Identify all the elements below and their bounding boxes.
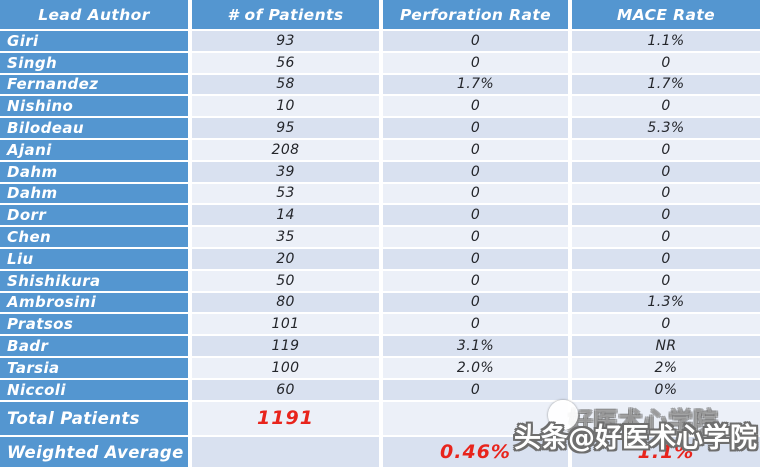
value-cell: 100 bbox=[192, 357, 379, 378]
value-cell: 2.0% bbox=[383, 357, 568, 378]
value-cell: 0 bbox=[383, 270, 568, 291]
value-cell: 60 bbox=[192, 379, 379, 400]
value-cell: 50 bbox=[192, 270, 379, 291]
value-cell: 0 bbox=[383, 139, 568, 160]
value-cell: 0 bbox=[383, 31, 568, 51]
author-cell: Giri bbox=[0, 31, 188, 51]
author-cell: Chen bbox=[0, 227, 188, 247]
column-header: # of Patients bbox=[192, 0, 379, 29]
value-cell: 1.7% bbox=[383, 74, 568, 95]
author-cell: Badr bbox=[0, 336, 188, 356]
value-cell: 0 bbox=[572, 161, 760, 182]
value-cell: 95 bbox=[192, 118, 379, 138]
value-cell: 35 bbox=[192, 227, 379, 247]
author-cell: Niccoli bbox=[0, 379, 188, 400]
value-cell: 0 bbox=[572, 248, 760, 269]
value-cell: 39 bbox=[192, 161, 379, 182]
value-cell: 80 bbox=[192, 292, 379, 313]
column-header: Perforation Rate bbox=[383, 0, 568, 29]
summary-value-cell bbox=[572, 401, 760, 435]
value-cell: 0 bbox=[383, 161, 568, 182]
summary-value-cell: 1191 bbox=[192, 401, 379, 435]
value-cell: 0 bbox=[572, 52, 760, 73]
value-cell: 101 bbox=[192, 314, 379, 335]
column-header: Lead Author bbox=[0, 0, 188, 29]
value-cell: 0 bbox=[383, 183, 568, 204]
value-cell: 0 bbox=[383, 205, 568, 226]
value-cell: 1.1% bbox=[572, 31, 760, 51]
value-cell: 0 bbox=[383, 96, 568, 117]
value-cell: 1.7% bbox=[572, 74, 760, 95]
summary-value-cell bbox=[192, 436, 379, 467]
value-cell: 14 bbox=[192, 205, 379, 226]
value-cell: 208 bbox=[192, 139, 379, 160]
value-cell: 0 bbox=[572, 205, 760, 226]
value-cell: 0 bbox=[383, 227, 568, 247]
value-cell: NR bbox=[572, 336, 760, 356]
author-cell: Pratsos bbox=[0, 314, 188, 335]
value-cell: 0 bbox=[383, 118, 568, 138]
summary-label-cell: Weighted Average bbox=[0, 436, 188, 467]
summary-value-cell bbox=[383, 401, 568, 435]
author-cell: Dorr bbox=[0, 205, 188, 226]
value-cell: 3.1% bbox=[383, 336, 568, 356]
author-cell: Ambrosini bbox=[0, 292, 188, 313]
value-cell: 0 bbox=[572, 227, 760, 247]
value-cell: 58 bbox=[192, 74, 379, 95]
value-cell: 0 bbox=[383, 379, 568, 400]
column-header: MACE Rate bbox=[572, 0, 760, 29]
value-cell: 2% bbox=[572, 357, 760, 378]
author-cell: Liu bbox=[0, 248, 188, 269]
author-cell: Fernandez bbox=[0, 74, 188, 95]
value-cell: 93 bbox=[192, 31, 379, 51]
summary-value-cell: 0.46% bbox=[383, 436, 568, 467]
value-cell: 119 bbox=[192, 336, 379, 356]
value-cell: 20 bbox=[192, 248, 379, 269]
value-cell: 56 bbox=[192, 52, 379, 73]
author-cell: Shishikura bbox=[0, 270, 188, 291]
author-cell: Ajani bbox=[0, 139, 188, 160]
value-cell: 10 bbox=[192, 96, 379, 117]
author-cell: Singh bbox=[0, 52, 188, 73]
value-cell: 0 bbox=[572, 96, 760, 117]
value-cell: 0 bbox=[383, 52, 568, 73]
value-cell: 0 bbox=[572, 314, 760, 335]
value-cell: 0 bbox=[383, 248, 568, 269]
value-cell: 0 bbox=[572, 183, 760, 204]
summary-value-cell: 1.1% bbox=[572, 436, 760, 467]
value-cell: 1.3% bbox=[572, 292, 760, 313]
summary-label-cell: Total Patients bbox=[0, 401, 188, 435]
value-cell: 0 bbox=[383, 314, 568, 335]
value-cell: 53 bbox=[192, 183, 379, 204]
value-cell: 0 bbox=[572, 270, 760, 291]
value-cell: 0 bbox=[572, 139, 760, 160]
author-cell: Dahm bbox=[0, 161, 188, 182]
value-cell: 0% bbox=[572, 379, 760, 400]
author-cell: Dahm bbox=[0, 183, 188, 204]
author-cell: Tarsia bbox=[0, 357, 188, 378]
author-cell: Nishino bbox=[0, 96, 188, 117]
author-cell: Bilodeau bbox=[0, 118, 188, 138]
value-cell: 5.3% bbox=[572, 118, 760, 138]
value-cell: 0 bbox=[383, 292, 568, 313]
